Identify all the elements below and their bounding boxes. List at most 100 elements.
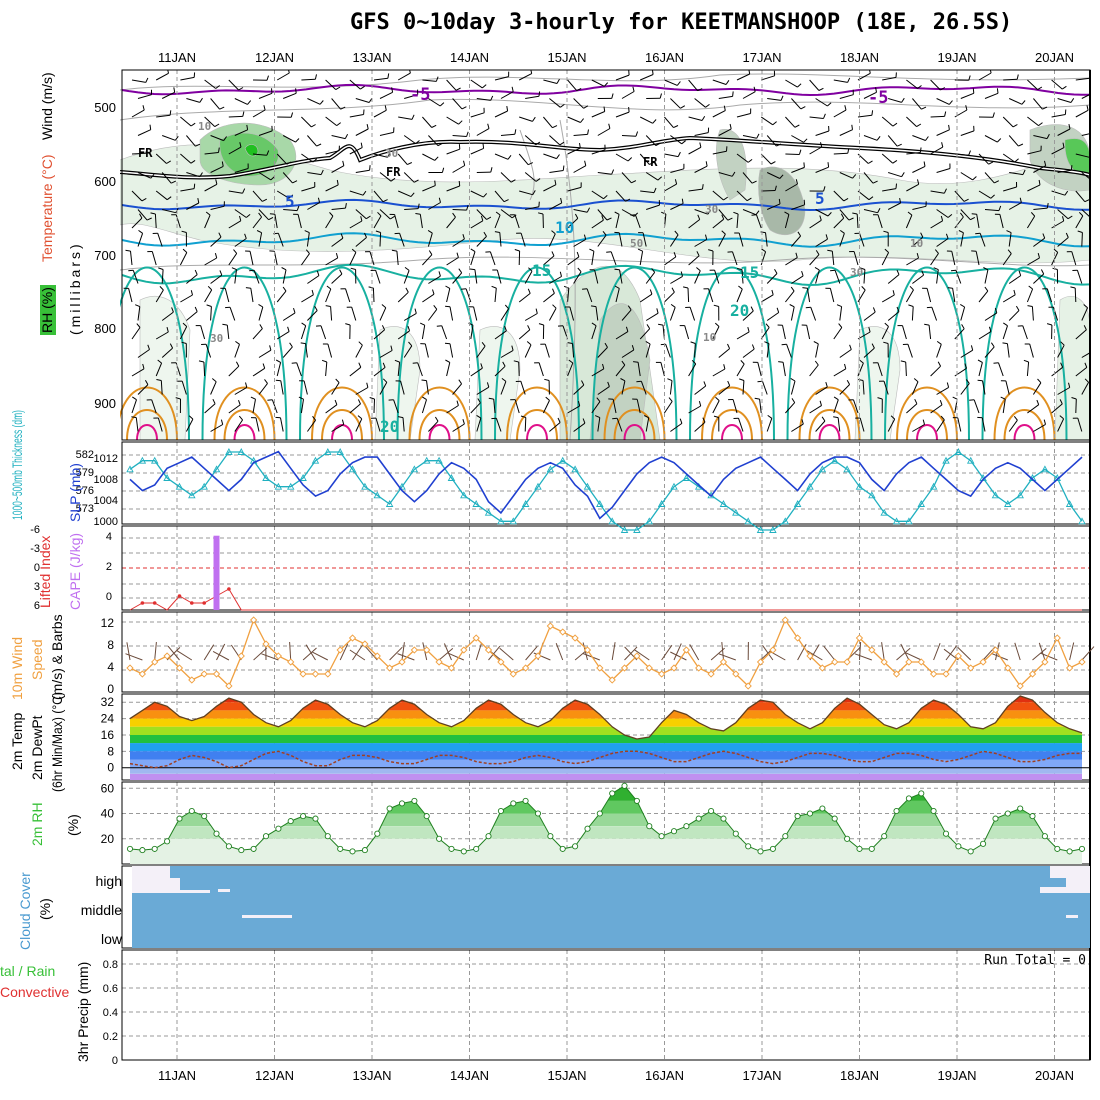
wind-barb-flag bbox=[701, 115, 706, 121]
wind-speed-point bbox=[410, 646, 419, 654]
wind-barb-flag bbox=[1093, 346, 1094, 351]
wind-barb bbox=[203, 361, 206, 377]
wind-barb-flag bbox=[590, 305, 597, 308]
temperature-contour-diurnal bbox=[201, 266, 288, 440]
wind-barb-flag bbox=[989, 70, 992, 74]
wind-barb bbox=[296, 362, 302, 377]
wind-barb bbox=[882, 188, 897, 192]
wind-barb bbox=[379, 382, 388, 395]
wind-barb bbox=[131, 152, 147, 155]
temperature-contour-diurnal bbox=[711, 409, 753, 440]
cloud-patch bbox=[242, 915, 292, 918]
wind-barb bbox=[452, 209, 467, 211]
wind-barb-flag bbox=[404, 266, 410, 271]
wind-barb-flag bbox=[1023, 359, 1029, 363]
rh-point bbox=[794, 813, 801, 820]
wind-speed-point bbox=[571, 634, 579, 642]
wind-barb-flag bbox=[211, 378, 217, 383]
wind-speed-point bbox=[559, 628, 567, 636]
wind-barb-flag bbox=[298, 396, 304, 400]
date-label-top: 14JAN bbox=[450, 50, 489, 65]
wind-barb bbox=[718, 172, 733, 177]
wind-barb-flag bbox=[970, 345, 974, 351]
wind-barb-flag bbox=[631, 180, 637, 184]
thickness-point bbox=[336, 448, 344, 455]
wind-barb-flag bbox=[602, 230, 607, 236]
wind-barb-flag bbox=[977, 359, 983, 363]
wind-barb-flag bbox=[242, 111, 245, 117]
wind-barb-flag bbox=[357, 399, 361, 405]
upper-side-labels: Wind (m/s) Temperature (°C) RH (%) (mill… bbox=[39, 72, 83, 335]
wind-barb-flag bbox=[625, 198, 631, 202]
wind-barb bbox=[936, 344, 942, 358]
wind-barb bbox=[204, 403, 216, 414]
wind-barb bbox=[1081, 133, 1090, 136]
upper-ylabel-wind: Wind (m/s) bbox=[39, 72, 55, 140]
wind-barb bbox=[610, 251, 617, 266]
wind-barb-flag bbox=[821, 416, 826, 422]
wind-barb-flag bbox=[790, 286, 795, 292]
wind-barb-flag bbox=[621, 360, 626, 366]
wind-barb-flag bbox=[135, 304, 140, 308]
lifted-index-tick: 3 bbox=[34, 581, 40, 593]
wind-barb-flag bbox=[1006, 230, 1012, 234]
wind-barb bbox=[474, 269, 478, 284]
wind-speed-point bbox=[262, 640, 270, 648]
wind-barb bbox=[887, 135, 898, 147]
temperature-contour-diurnal bbox=[623, 424, 646, 440]
wind-barb bbox=[567, 362, 574, 377]
wind-barb-flag bbox=[892, 159, 898, 164]
wind-barb bbox=[355, 209, 367, 220]
wind-barb bbox=[785, 79, 798, 88]
wind-barb-flag bbox=[207, 285, 213, 291]
wind-barb-flag bbox=[182, 248, 188, 253]
wind-barb bbox=[258, 383, 268, 395]
wind-barb-flag bbox=[859, 359, 864, 364]
wind-barb-flag bbox=[994, 307, 998, 314]
wind-barb-flag bbox=[682, 286, 689, 289]
wind-barb-10m bbox=[126, 642, 131, 661]
wind-barb-flag bbox=[502, 361, 506, 367]
wind-barb-flag bbox=[945, 233, 949, 239]
wind-barb bbox=[833, 152, 848, 155]
wind-barb bbox=[883, 380, 889, 395]
wind-barb-flag bbox=[157, 359, 162, 364]
wind-barb bbox=[446, 116, 459, 125]
wind-barb bbox=[857, 289, 866, 303]
wind-barb bbox=[1033, 423, 1046, 432]
temp-tick: 8 bbox=[107, 744, 114, 758]
wind-barb bbox=[151, 251, 157, 266]
upper-ylabel-temp: Temperature (°C) bbox=[39, 154, 55, 262]
wind-barb-flag bbox=[1065, 232, 1069, 238]
wind-barb-flag bbox=[503, 199, 509, 203]
wind-barb bbox=[373, 367, 386, 377]
wind-barb bbox=[549, 276, 562, 284]
wind-barb-flag bbox=[398, 416, 404, 419]
temperature-contour bbox=[121, 83, 1090, 97]
wind-barb-flag bbox=[483, 193, 488, 198]
wind-barb-flag bbox=[1068, 123, 1071, 130]
wind-barb bbox=[957, 417, 962, 432]
wind-barb bbox=[645, 343, 651, 358]
wind-barb-flag bbox=[611, 169, 615, 175]
wind-barb bbox=[210, 98, 220, 110]
temperature-contour-diurnal bbox=[120, 386, 178, 440]
wind-barb-flag bbox=[583, 105, 589, 109]
wind-barb-flag bbox=[456, 252, 459, 258]
thickness-point bbox=[497, 517, 505, 525]
wind-barb-flag bbox=[1028, 285, 1033, 290]
wind-barb-flag bbox=[545, 396, 550, 401]
thickness-point bbox=[769, 526, 777, 533]
wind-barb bbox=[670, 203, 684, 210]
wind-barb bbox=[1046, 288, 1053, 303]
wind-barb bbox=[185, 418, 194, 432]
rh-contour-fill bbox=[1054, 295, 1090, 440]
wind-barb-flag bbox=[767, 414, 773, 419]
wind-barb bbox=[301, 116, 312, 128]
wind-barb-flag bbox=[1053, 248, 1059, 253]
wind-barb bbox=[906, 403, 918, 414]
wind-barb bbox=[228, 115, 243, 118]
contour-label: -5 bbox=[868, 88, 888, 108]
slp-tick: 1000 bbox=[94, 516, 118, 528]
wind-barb bbox=[960, 383, 970, 395]
